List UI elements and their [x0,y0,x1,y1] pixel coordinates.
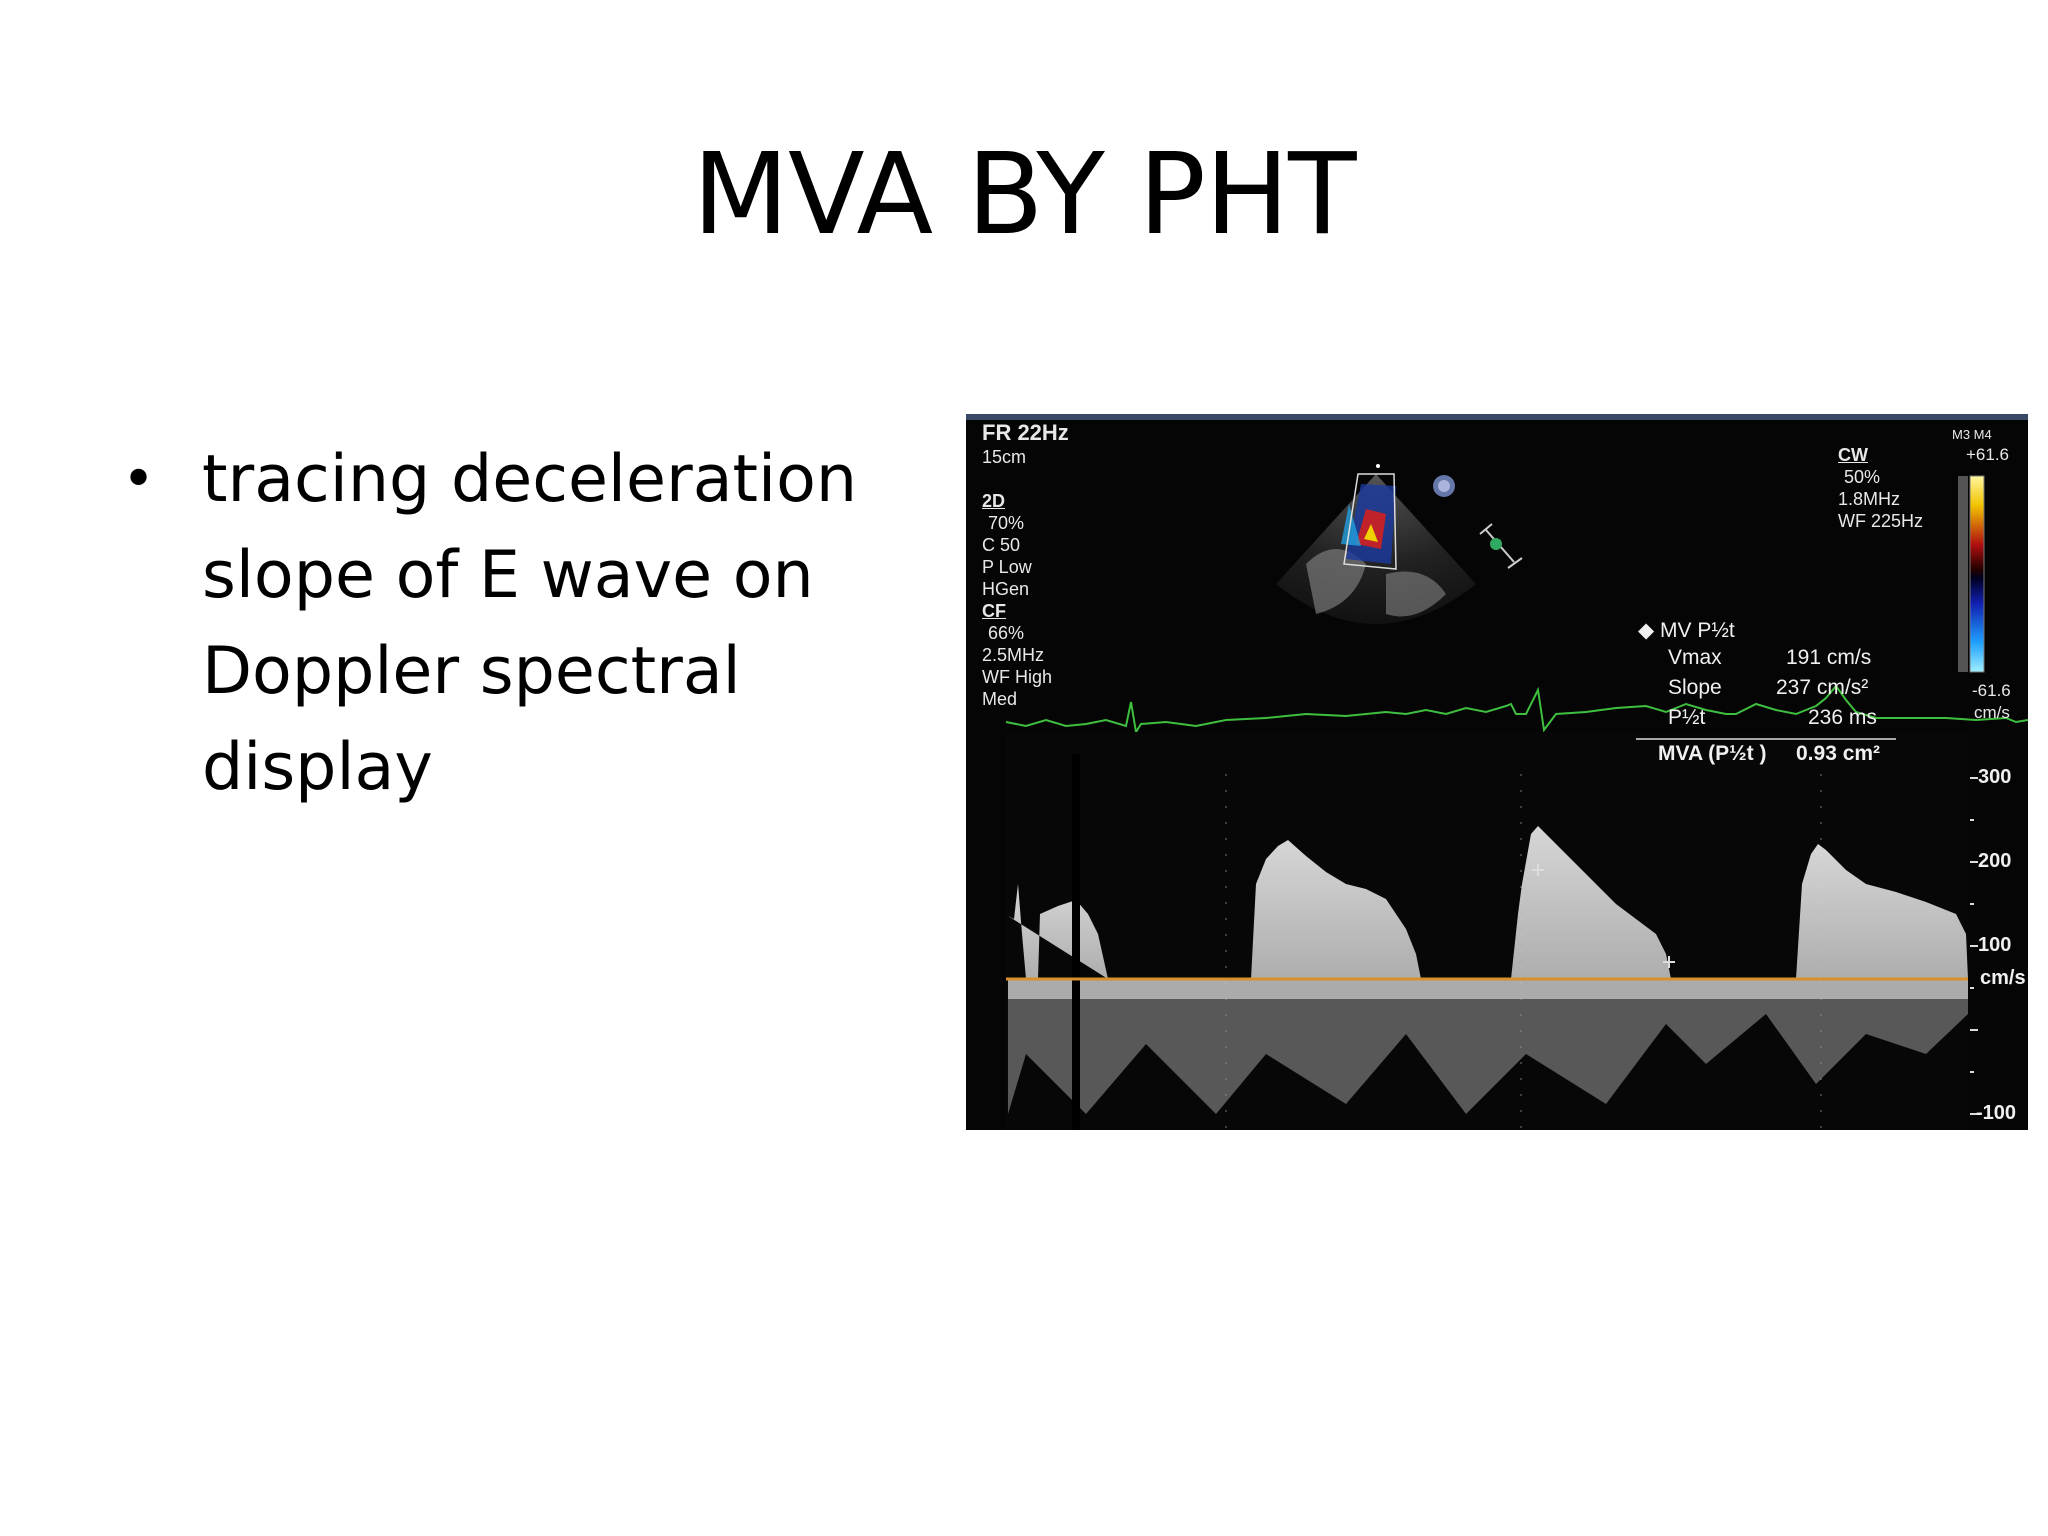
color-bar-unit: cm/s [1974,703,2010,722]
mva-result-label: MVA (P½t ) [1658,742,1767,765]
measurement-pht-value: 236 ms [1808,706,1877,729]
bullet-dot: • [122,447,156,512]
slide-title: MVA BY PHT [692,130,1356,260]
color-bar-max: +61.6 [1966,445,2010,464]
velocity-label-200: 200 [1978,850,2012,872]
bullet-item: tracing deceleration slope of E wave on … [202,442,858,805]
cw-mode-label: CW [1838,445,1868,465]
mode-2d-power: P Low [982,557,1032,577]
color-bar-min: -61.6 [1972,681,2011,700]
mode-2d-freq: HGen [982,579,1030,599]
frame-rate-label: FR 22Hz [982,420,1069,445]
cw-freq: 1.8MHz [1838,489,1901,509]
mode-2d-gain: 70% [988,513,1025,533]
measurement-title: ◆ MV P½t [1638,619,1735,642]
color-velocity-bar [1969,475,1985,673]
cw-gain: 50% [1844,467,1881,487]
mva-result-value: 0.93 cm² [1796,742,1881,765]
probe-orientation-icon [1433,475,1455,497]
color-bar-tag: M3 M4 [1952,427,1992,442]
cw-filter: WF 225Hz [1838,511,1924,531]
velocity-scale-ticks [1970,777,1978,1115]
mode-cf-freq: 2.5MHz [982,645,1045,665]
velocity-label-neg100: -100 [1976,1102,2017,1124]
doppler-spectrum [1006,732,1968,1130]
measurement-vmax-value: 191 cm/s [1786,646,1872,669]
mode-cf-gain: 66% [988,623,1025,643]
mode-cf-filter: WF High [982,667,1053,687]
echo-sector-image [1276,464,1476,624]
mode-2d-compression: C 50 [982,535,1021,555]
body-marker-icon [1479,523,1523,569]
depth-label: 15cm [982,447,1027,467]
measurement-slope-label: Slope [1668,676,1722,699]
measurement-slope-value: 237 cm/s² [1776,676,1869,699]
velocity-label-unit: cm/s [1980,967,2026,989]
mode-2d-label: 2D [982,491,1006,511]
velocity-label-100: 100 [1978,934,2012,956]
mode-cf-label: CF [982,601,1006,621]
diamond-icon: ◆ [1638,619,1660,642]
velocity-label-300: 300 [1978,766,2012,788]
echo-graphics [1005,464,2028,1130]
pht-caliper-markers [1532,864,1675,968]
measurement-pht-label: P½t [1668,706,1706,729]
doppler-echo-image: FR 22Hz 15cm 2D 70% C 50 P Low HGen CF 6… [966,414,2028,1130]
mode-cf-level: Med [982,689,1018,709]
measurement-vmax-label: Vmax [1668,646,1722,669]
echo-top-bar [966,414,2028,420]
ecg-trace [1005,684,2028,735]
